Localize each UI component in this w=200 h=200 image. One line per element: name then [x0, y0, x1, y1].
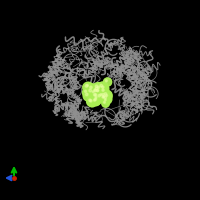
Circle shape — [90, 86, 92, 89]
Circle shape — [96, 90, 98, 92]
Circle shape — [93, 95, 101, 102]
Circle shape — [92, 91, 94, 93]
Circle shape — [92, 87, 101, 95]
Circle shape — [102, 100, 109, 107]
Circle shape — [98, 82, 108, 92]
Circle shape — [92, 92, 102, 101]
Circle shape — [94, 87, 104, 97]
Circle shape — [85, 93, 88, 96]
Circle shape — [88, 98, 97, 107]
Circle shape — [104, 93, 112, 101]
Circle shape — [102, 94, 112, 104]
Circle shape — [83, 91, 93, 101]
Circle shape — [95, 85, 98, 88]
Circle shape — [85, 83, 92, 90]
Circle shape — [102, 90, 112, 101]
Circle shape — [100, 84, 102, 87]
Circle shape — [85, 85, 88, 87]
Circle shape — [93, 99, 96, 101]
Circle shape — [100, 84, 109, 93]
Circle shape — [96, 84, 104, 93]
Circle shape — [89, 89, 92, 92]
Circle shape — [83, 82, 93, 93]
Circle shape — [90, 100, 92, 102]
Circle shape — [91, 91, 101, 101]
Circle shape — [84, 90, 87, 92]
Circle shape — [103, 101, 105, 103]
Circle shape — [104, 93, 107, 95]
Circle shape — [94, 94, 97, 96]
Circle shape — [100, 91, 109, 101]
Circle shape — [94, 98, 97, 100]
Circle shape — [100, 94, 109, 103]
Circle shape — [93, 83, 103, 93]
Circle shape — [93, 84, 104, 95]
Circle shape — [95, 96, 97, 98]
Circle shape — [98, 92, 106, 100]
Circle shape — [94, 89, 96, 91]
Circle shape — [87, 97, 96, 106]
Circle shape — [103, 78, 112, 86]
Circle shape — [102, 89, 104, 91]
Circle shape — [92, 97, 100, 106]
Circle shape — [82, 88, 91, 97]
Circle shape — [102, 93, 104, 96]
Circle shape — [88, 84, 97, 94]
Circle shape — [92, 87, 102, 97]
Circle shape — [95, 88, 102, 96]
Circle shape — [101, 94, 109, 102]
Circle shape — [104, 99, 106, 101]
Circle shape — [100, 94, 102, 96]
Circle shape — [91, 89, 98, 97]
Circle shape — [103, 97, 110, 105]
Circle shape — [94, 89, 96, 92]
Circle shape — [87, 85, 88, 86]
Circle shape — [93, 94, 96, 96]
Circle shape — [100, 87, 109, 96]
Circle shape — [102, 96, 104, 98]
Circle shape — [102, 86, 104, 88]
Circle shape — [98, 95, 100, 97]
Circle shape — [86, 87, 97, 98]
Circle shape — [96, 92, 105, 102]
Circle shape — [106, 95, 108, 96]
Circle shape — [96, 89, 99, 92]
Circle shape — [103, 96, 105, 98]
Circle shape — [98, 86, 100, 88]
Circle shape — [105, 80, 107, 82]
Circle shape — [92, 96, 101, 105]
Circle shape — [104, 96, 106, 99]
Circle shape — [95, 87, 98, 90]
Circle shape — [89, 99, 91, 101]
